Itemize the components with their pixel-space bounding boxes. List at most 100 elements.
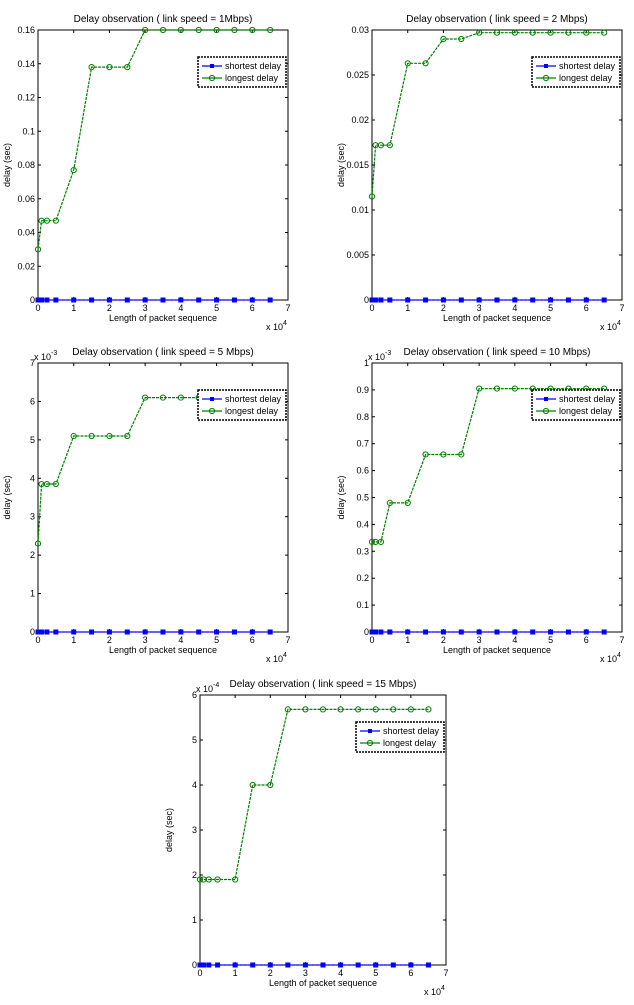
y-multiplier: x 10-3 <box>368 350 391 362</box>
data-point <box>284 706 291 713</box>
y-tick-label: 7 <box>30 358 35 368</box>
series-longest-delay <box>368 29 608 200</box>
y-tick-label: 0 <box>364 627 369 637</box>
legend-label: longest delay <box>383 738 437 748</box>
y-tick-label: 0.08 <box>17 160 35 170</box>
y-tick-label: 0.01 <box>351 205 369 215</box>
data-point <box>231 297 237 303</box>
data-point <box>124 432 131 440</box>
y-tick-label: 1 <box>364 358 369 368</box>
x-tick-label: 1 <box>233 968 238 978</box>
data-point <box>494 629 500 635</box>
x-tick-label: 2 <box>268 968 273 978</box>
y-axis-label: delay (sec) <box>336 475 346 519</box>
x-multiplier-base: x 10 <box>600 654 617 664</box>
data-point <box>249 629 255 635</box>
data-point <box>267 297 273 303</box>
y-tick-label: 0.03 <box>351 25 369 35</box>
x-tick-label: 0 <box>35 635 40 645</box>
data-point <box>377 538 385 545</box>
data-point <box>404 499 411 506</box>
x-tick-label: 6 <box>584 635 589 645</box>
x-axis-label: Length of packet sequence <box>443 645 551 655</box>
legend-box <box>197 56 287 88</box>
x-multiplier: x 104 <box>600 320 621 332</box>
data-point <box>337 706 344 713</box>
y-tick-label: 0.14 <box>17 59 35 69</box>
y-tick-label: 0.025 <box>346 70 369 80</box>
legend: shortest delay longest delay <box>531 389 621 421</box>
x-tick-label: 1 <box>405 303 410 313</box>
data-point <box>458 297 464 303</box>
data-point <box>390 962 396 968</box>
y-tick-label: 0.2 <box>356 573 369 583</box>
data-point <box>373 297 379 303</box>
legend-label: shortest delay <box>225 394 282 404</box>
data-point <box>302 706 309 713</box>
x-tick-label: 1 <box>71 303 76 313</box>
data-point <box>124 64 131 71</box>
data-point <box>338 962 344 968</box>
legend-label: shortest delay <box>559 61 616 71</box>
data-point <box>249 297 255 303</box>
data-point <box>405 629 411 635</box>
data-point <box>249 26 256 34</box>
y-tick-label: 0.06 <box>17 194 35 204</box>
series-longest-delay <box>368 385 608 545</box>
y-tick-label: 0.7 <box>356 439 369 449</box>
x-tick-label: 5 <box>373 968 378 978</box>
y-multiplier-base: x 10 <box>34 352 51 362</box>
legend-label: longest delay <box>559 406 613 416</box>
data-point <box>88 432 95 440</box>
data-point <box>106 297 112 303</box>
x-tick-label: 4 <box>178 635 183 645</box>
data-point <box>530 297 536 303</box>
y-axis-label: delay (sec) <box>2 143 12 187</box>
legend-box <box>355 721 445 753</box>
legend-box <box>197 389 287 421</box>
series-shortest-delay <box>197 962 431 968</box>
series-line <box>37 29 271 250</box>
x-tick-label: 5 <box>214 635 219 645</box>
legend-marker <box>210 64 214 68</box>
data-point <box>142 297 148 303</box>
x-tick-label: 7 <box>619 635 624 645</box>
data-point <box>404 60 411 67</box>
data-point <box>178 297 184 303</box>
x-tick-label: 5 <box>548 635 553 645</box>
y-tick-label: 0.5 <box>356 493 369 503</box>
y-multiplier-base: x 10 <box>196 684 213 694</box>
data-point <box>232 876 239 883</box>
data-point <box>106 64 113 71</box>
data-point <box>249 781 256 789</box>
data-point <box>493 385 501 392</box>
x-tick-label: 2 <box>441 635 446 645</box>
y-tick-label: 0.4 <box>356 519 369 529</box>
data-point <box>177 26 184 34</box>
data-point <box>70 166 77 174</box>
data-point <box>565 29 572 36</box>
data-point <box>285 962 291 968</box>
data-point <box>493 29 501 36</box>
chart-title: Delay observation ( link speed = 1Mbps) <box>74 14 253 25</box>
x-tick-label: 6 <box>250 303 255 313</box>
x-tick-label: 1 <box>71 635 76 645</box>
data-point <box>160 629 166 635</box>
series-line <box>200 708 429 881</box>
data-point <box>159 26 167 34</box>
x-multiplier: x 104 <box>266 320 287 332</box>
legend-marker <box>208 74 216 82</box>
y-tick-label: 0 <box>364 295 369 305</box>
data-point <box>231 26 238 34</box>
x-tick-label: 7 <box>443 968 448 978</box>
data-point <box>267 26 274 34</box>
x-multiplier-exponent: 4 <box>617 320 621 327</box>
chart-5: Delay observation ( link speed = 15 Mbps… <box>164 679 449 997</box>
y-tick-label: 3 <box>30 512 35 522</box>
data-point <box>423 629 429 635</box>
data-point <box>267 629 273 635</box>
y-multiplier: x 10-4 <box>196 682 219 694</box>
data-point <box>565 297 571 303</box>
legend-marker <box>542 74 550 82</box>
x-multiplier-exponent: 4 <box>283 652 287 659</box>
